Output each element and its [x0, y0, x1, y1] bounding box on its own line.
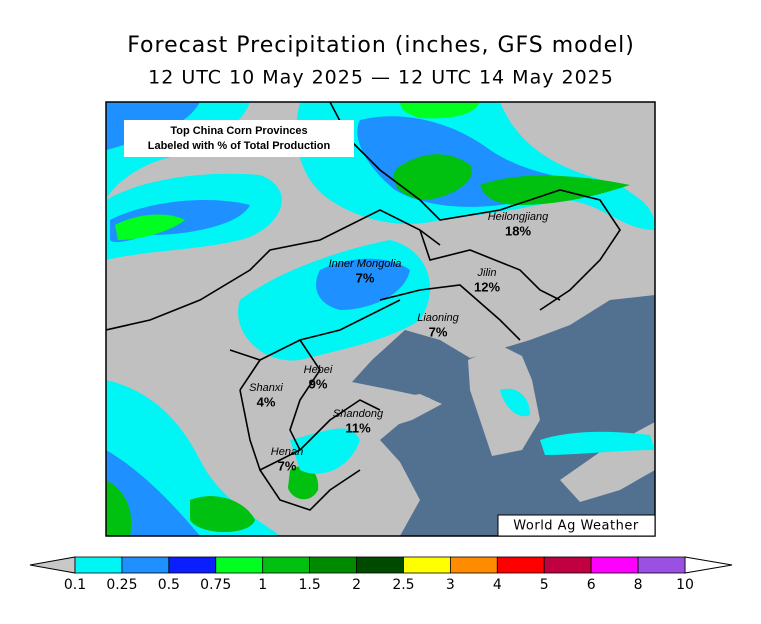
- border: [419, 229, 561, 301]
- legend-label: 1.5: [298, 577, 320, 593]
- note-line: Labeled with % of Total Production: [148, 140, 331, 152]
- legend-label: 8: [634, 577, 643, 593]
- province-share: 11%: [345, 420, 371, 435]
- border: [259, 299, 401, 361]
- title: Forecast Precipitation (inches, GFS mode…: [127, 33, 635, 58]
- color-swatch: [403, 556, 451, 574]
- province-name: Henan: [271, 446, 303, 458]
- border: [259, 469, 361, 511]
- precip-area: [190, 496, 255, 532]
- precip-area: [480, 175, 630, 205]
- province-name: Inner Mongolia: [329, 258, 402, 270]
- legend-label: 6: [587, 577, 596, 593]
- legend-label: 3: [446, 577, 455, 593]
- border: [329, 102, 621, 311]
- precip-area: [316, 258, 410, 310]
- province-share: 7%: [356, 270, 375, 285]
- note-box: [124, 120, 354, 157]
- province-share: 4%: [257, 394, 276, 409]
- credit-box: [497, 514, 656, 537]
- province-share: 7%: [278, 458, 297, 473]
- legend-label: 5: [540, 577, 549, 593]
- precip-area: [540, 431, 655, 455]
- color-swatch: [356, 556, 404, 574]
- note-line: Top China Corn Provinces: [170, 125, 307, 137]
- map: Top China Corn Provinces Labeled with % …: [105, 101, 656, 537]
- subtitle: 12 UTC 10 May 2025 — 12 UTC 14 May 2025: [148, 67, 614, 89]
- legend-label: 10: [676, 577, 694, 593]
- color-swatch: [74, 556, 123, 574]
- province-share: 18%: [505, 223, 531, 238]
- color-swatch: [543, 556, 592, 574]
- colorbar: 0.1 0.25 0.5 0.75 1 1.5 2 2.5 3 4 5 6 8 10: [29, 556, 733, 593]
- precip-area: [393, 154, 472, 200]
- border: [229, 349, 262, 391]
- province-name: Jilin: [477, 267, 497, 279]
- shandong-peninsula: [380, 394, 442, 430]
- color-swatch: [215, 556, 264, 574]
- color-swatch: [449, 556, 498, 574]
- legend-label: 2.5: [392, 577, 414, 593]
- precip-area: [106, 480, 132, 536]
- precip-area: [500, 388, 530, 417]
- map-frame: [105, 101, 656, 537]
- legend-label: 0.75: [200, 577, 231, 593]
- province-share: 9%: [309, 376, 328, 391]
- color-swatch: [262, 556, 311, 574]
- province-name: Heilongjiang: [488, 211, 549, 223]
- province-name: Shandong: [333, 408, 384, 420]
- border: [379, 284, 521, 341]
- province-name: Shanxi: [249, 382, 283, 394]
- legend-label: 0.25: [106, 577, 137, 593]
- legend-label: 2: [352, 577, 361, 593]
- border: [289, 339, 321, 451]
- precip-area: [290, 428, 360, 474]
- precip-area: [400, 102, 480, 119]
- color-swatch: [121, 556, 170, 574]
- color-swatch: [168, 556, 217, 574]
- color-swatch: [590, 556, 639, 574]
- province-name: Hebei: [304, 364, 333, 376]
- province-share: 12%: [474, 279, 500, 294]
- credit: World Ag Weather: [513, 519, 639, 534]
- color-swatch: [637, 556, 686, 574]
- province-name: Liaoning: [417, 312, 459, 324]
- border: [106, 209, 441, 331]
- below-range: [29, 556, 76, 574]
- color-swatch: [496, 556, 545, 574]
- above-range: [684, 556, 733, 574]
- precip-area: [288, 466, 319, 500]
- precip-area: [115, 214, 185, 240]
- legend-label: 0.1: [64, 577, 86, 593]
- legend-label: 4: [493, 577, 502, 593]
- province-share: 7%: [429, 324, 448, 339]
- color-swatch: [309, 556, 357, 574]
- legend-label: 0.5: [158, 577, 180, 593]
- legend-label: 1: [258, 577, 267, 593]
